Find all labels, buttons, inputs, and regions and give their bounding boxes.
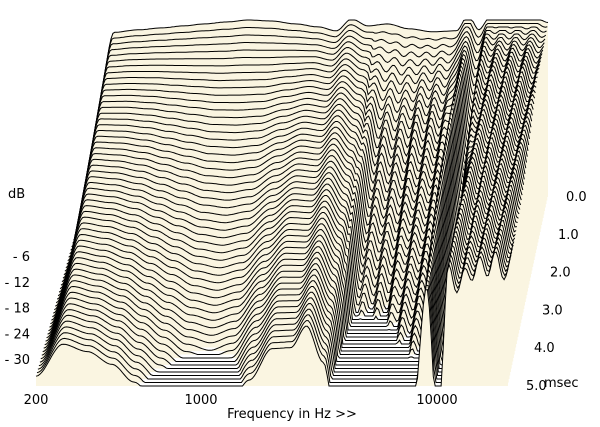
x-tick-label: 1000 xyxy=(184,393,217,408)
slice-line xyxy=(75,65,539,234)
slice-line xyxy=(69,93,535,255)
slice-line xyxy=(42,219,514,362)
slice-line xyxy=(41,224,513,366)
slice-line xyxy=(67,103,533,262)
y-tick-label: - 24 xyxy=(5,327,30,342)
slice-line xyxy=(86,23,548,192)
x-axis-label: Frequency in Hz >> xyxy=(227,407,357,422)
slice-line xyxy=(79,47,543,216)
slice-line xyxy=(66,108,533,265)
slice-line xyxy=(36,246,510,383)
slice-line xyxy=(60,135,528,286)
slice-line xyxy=(35,251,509,387)
slice-line xyxy=(85,26,547,195)
y-tick-label: - 6 xyxy=(13,250,30,265)
y-tick-label: - 18 xyxy=(5,302,30,317)
time-tick-label: 1.0 xyxy=(558,228,579,243)
slice-line xyxy=(70,88,536,251)
slice-line xyxy=(54,166,523,320)
slice-line xyxy=(56,153,525,310)
slice-line xyxy=(84,30,547,199)
slice-line xyxy=(40,228,513,369)
slice-line xyxy=(43,214,515,359)
slice-line xyxy=(80,43,544,213)
slice-line xyxy=(87,19,549,188)
slice-line xyxy=(48,192,518,341)
slice-line xyxy=(73,76,538,241)
slice-line xyxy=(57,148,526,305)
y-tick-label: - 30 xyxy=(5,353,30,368)
slice-line xyxy=(83,33,546,202)
slice-line xyxy=(76,62,540,230)
slice-line xyxy=(52,175,522,327)
slice-line xyxy=(55,163,524,317)
x-tick-label: 10000 xyxy=(416,393,457,408)
slice-line xyxy=(68,98,534,258)
slice-group xyxy=(35,19,549,387)
y-tick-label: - 12 xyxy=(5,276,30,291)
slice-fill xyxy=(51,180,520,330)
slice-fill xyxy=(36,252,508,386)
slice-line xyxy=(74,70,538,237)
time-tick-label: 4.0 xyxy=(534,341,555,356)
slice-line xyxy=(78,51,542,220)
slice-line xyxy=(50,184,520,335)
time-tick-label: 3.0 xyxy=(542,303,563,318)
time-tick-label: 2.0 xyxy=(550,266,571,281)
slice-line xyxy=(53,170,522,324)
slice-line xyxy=(38,236,511,376)
slice-line xyxy=(71,84,536,248)
slice-line xyxy=(47,196,517,345)
slice-line xyxy=(55,158,525,313)
slice-line xyxy=(81,40,545,209)
slice-line xyxy=(63,120,530,276)
y-axis-label: dB xyxy=(8,187,25,202)
slice-line xyxy=(64,116,531,272)
time-tick-label: 5.0 xyxy=(526,379,547,394)
x-tick-label: 200 xyxy=(24,393,49,408)
tick-group: 200 1000 10000 - 6 - 12 - 18 - 24 - 30 0.0 1.0 2.0… xyxy=(5,190,587,408)
slice-line xyxy=(46,201,517,348)
time-unit-label: msec xyxy=(544,376,579,391)
slice-line xyxy=(51,179,521,331)
slice-line xyxy=(37,241,510,380)
slice-line xyxy=(78,55,542,223)
slice-line xyxy=(49,189,519,338)
slice-line xyxy=(44,209,516,355)
slice-line xyxy=(72,80,537,244)
slice-line xyxy=(77,58,541,227)
slice-line xyxy=(59,140,527,290)
slice-line xyxy=(65,112,532,269)
slice-line xyxy=(39,232,512,373)
slice-line xyxy=(45,205,516,352)
slice-line xyxy=(82,36,545,206)
time-tick-label: 0.0 xyxy=(566,190,587,205)
slice-line xyxy=(58,144,527,297)
slice-line xyxy=(61,130,529,283)
slice-line xyxy=(62,125,530,279)
